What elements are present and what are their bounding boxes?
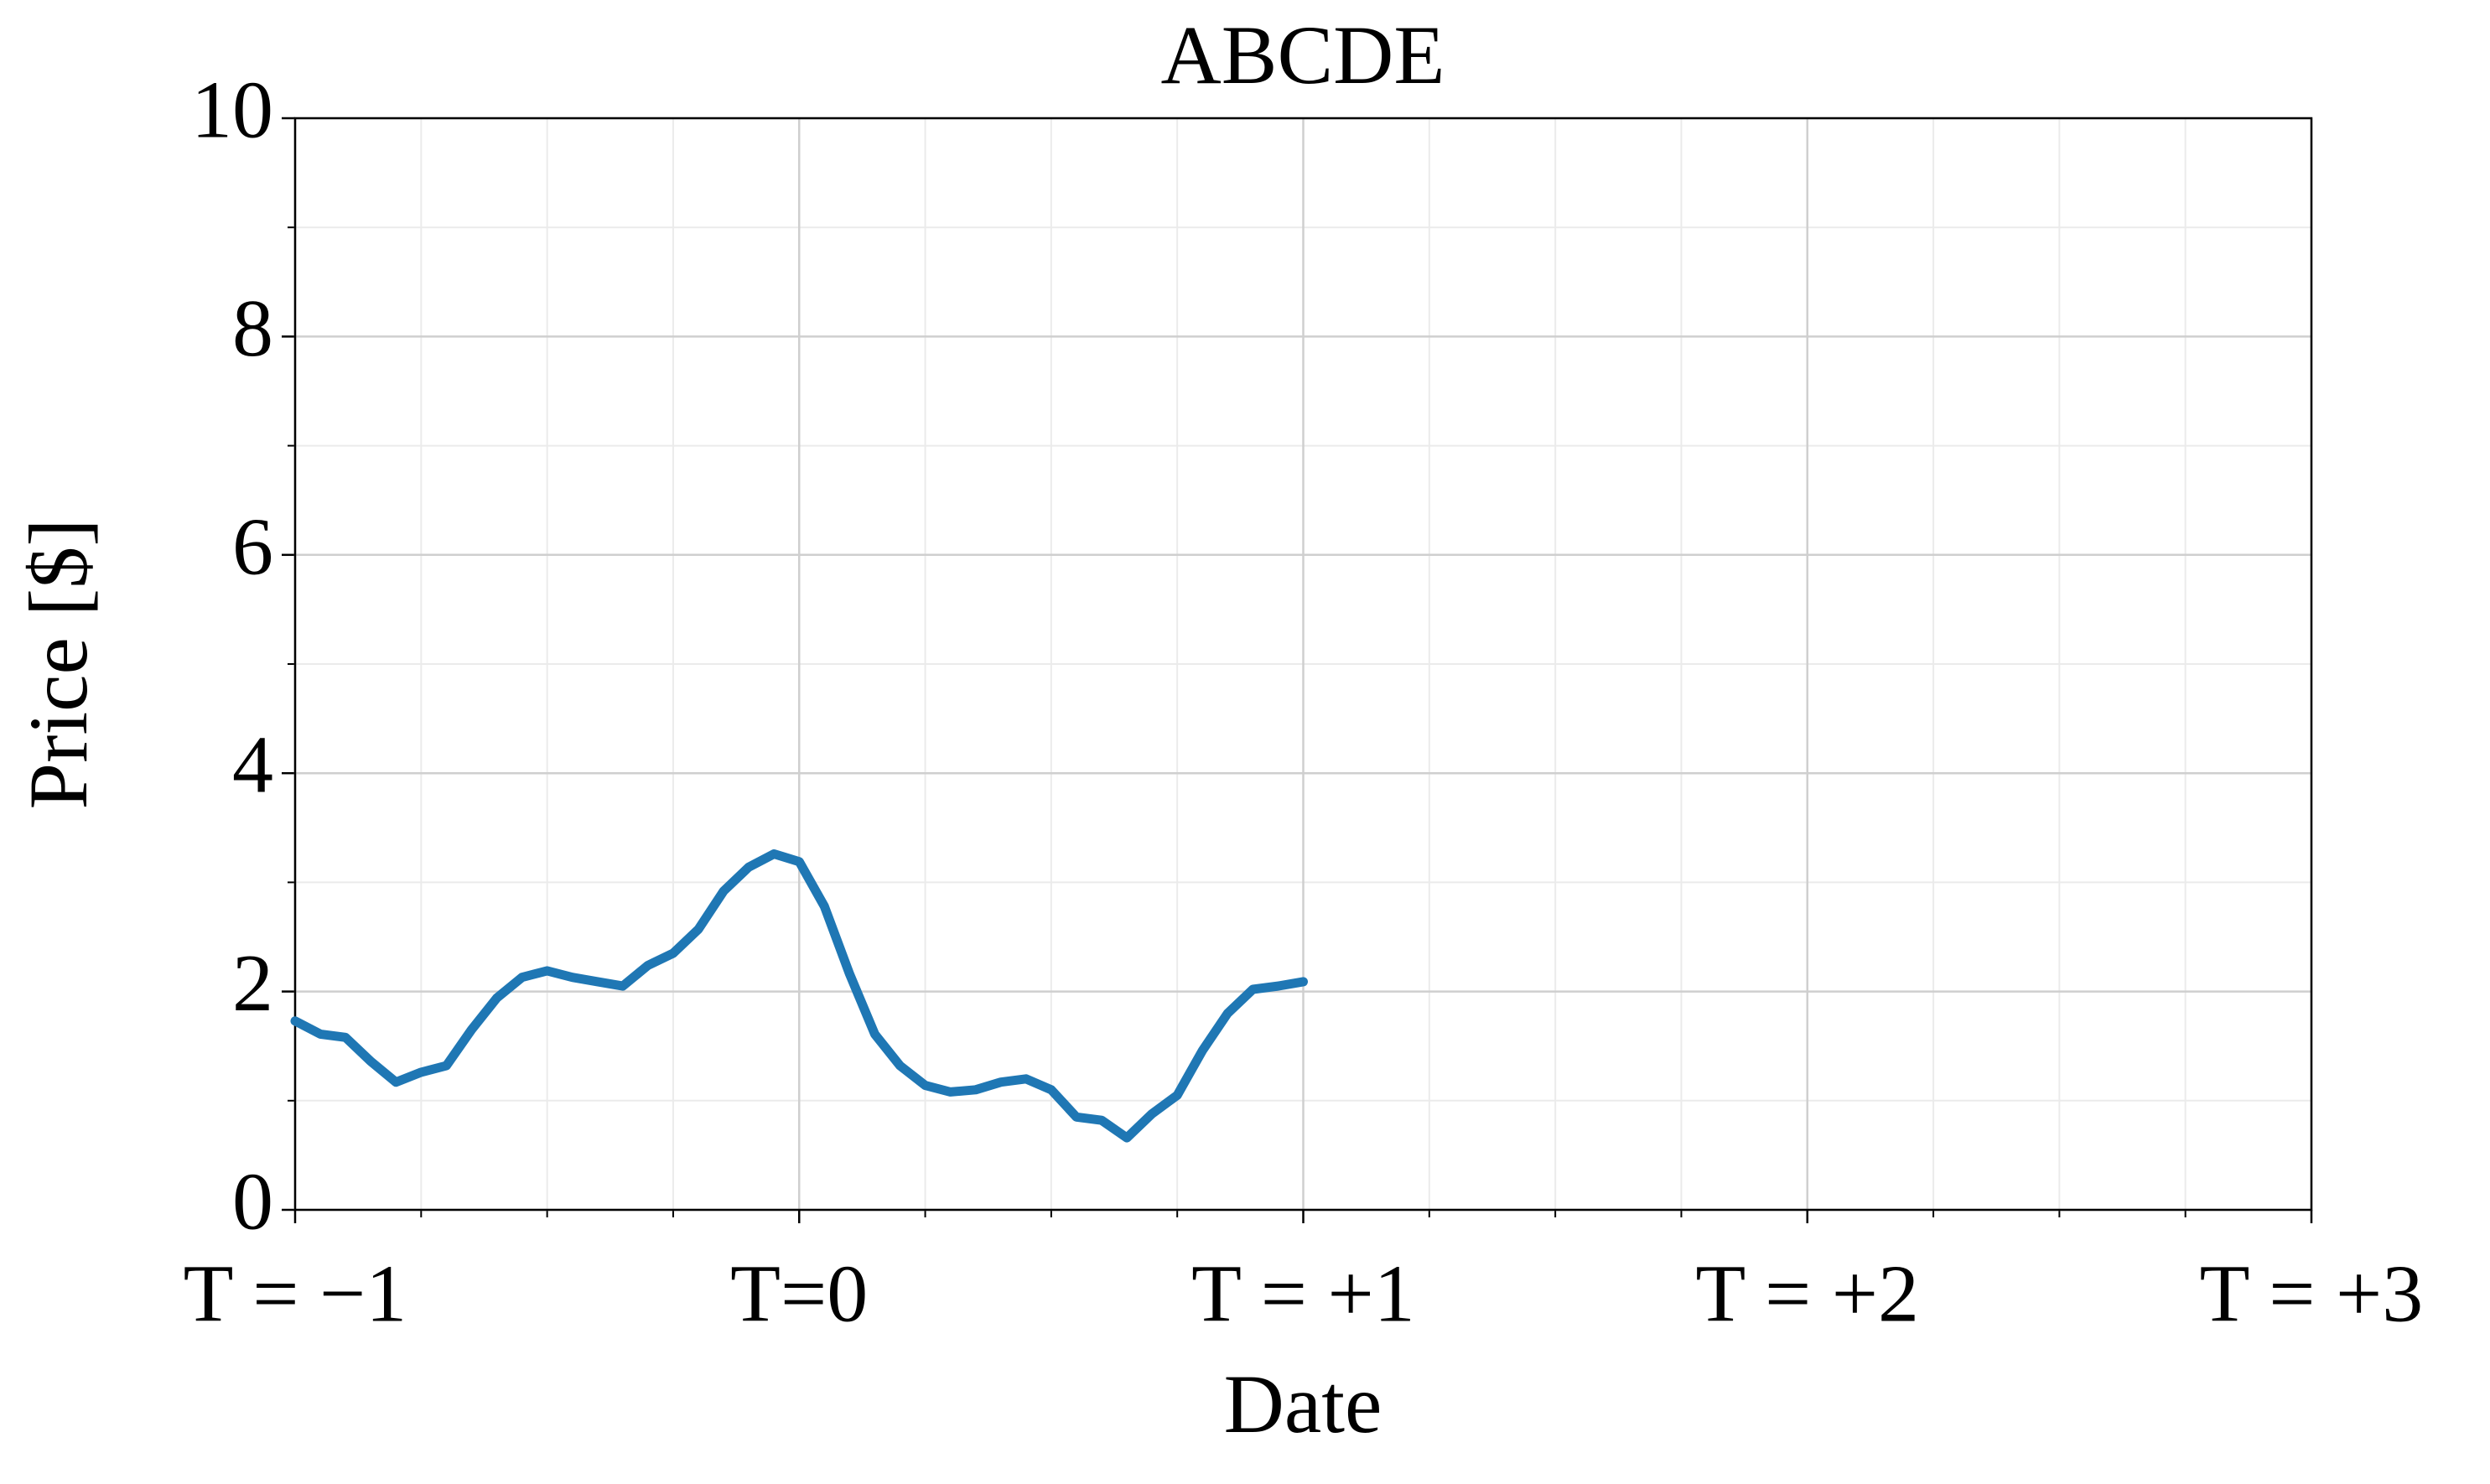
y-tick-label: 4 — [232, 720, 273, 811]
y-tick-label: 0 — [232, 1156, 273, 1247]
y-tick-label: 6 — [232, 501, 273, 592]
y-tick-label: 10 — [191, 65, 273, 155]
y-axis-label: Price [$] — [12, 518, 105, 809]
price-line — [290, 849, 1308, 1143]
x-tick-label: T = +2 — [1695, 1248, 1919, 1339]
chart-title: ABCDE — [1161, 8, 1445, 101]
plot-frame — [293, 117, 2313, 1212]
x-axis-label: Date — [1224, 1357, 1382, 1450]
x-tick-label: T=0 — [730, 1248, 868, 1339]
y-tick-label: 2 — [232, 938, 273, 1029]
x-tick-label: T = −1 — [184, 1248, 407, 1339]
x-tick-label: T = +3 — [2200, 1248, 2424, 1339]
y-tick-label: 8 — [232, 283, 273, 374]
x-tick-label: T = +1 — [1191, 1248, 1415, 1339]
